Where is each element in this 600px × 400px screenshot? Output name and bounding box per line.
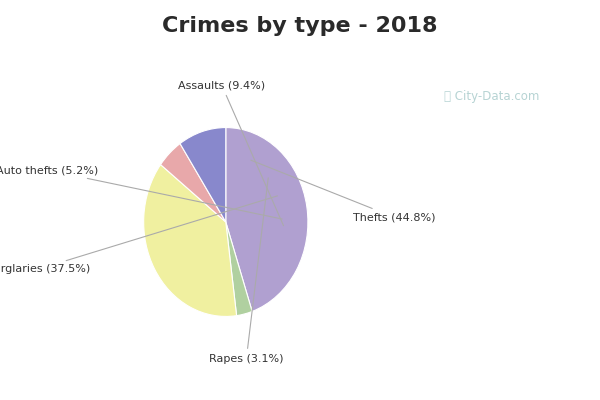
Text: Thefts (44.8%): Thefts (44.8%) — [251, 160, 436, 222]
Wedge shape — [161, 144, 226, 222]
Wedge shape — [226, 128, 308, 312]
Text: Auto thefts (5.2%): Auto thefts (5.2%) — [0, 165, 282, 219]
Text: Assaults (9.4%): Assaults (9.4%) — [178, 80, 284, 226]
Wedge shape — [180, 128, 226, 222]
Text: Rapes (3.1%): Rapes (3.1%) — [209, 178, 284, 364]
Text: Crimes by type - 2018: Crimes by type - 2018 — [162, 16, 438, 36]
Wedge shape — [226, 222, 252, 316]
Text: Burglaries (37.5%): Burglaries (37.5%) — [0, 196, 277, 274]
Text: ⓘ City-Data.com: ⓘ City-Data.com — [445, 90, 539, 103]
Wedge shape — [143, 164, 236, 316]
